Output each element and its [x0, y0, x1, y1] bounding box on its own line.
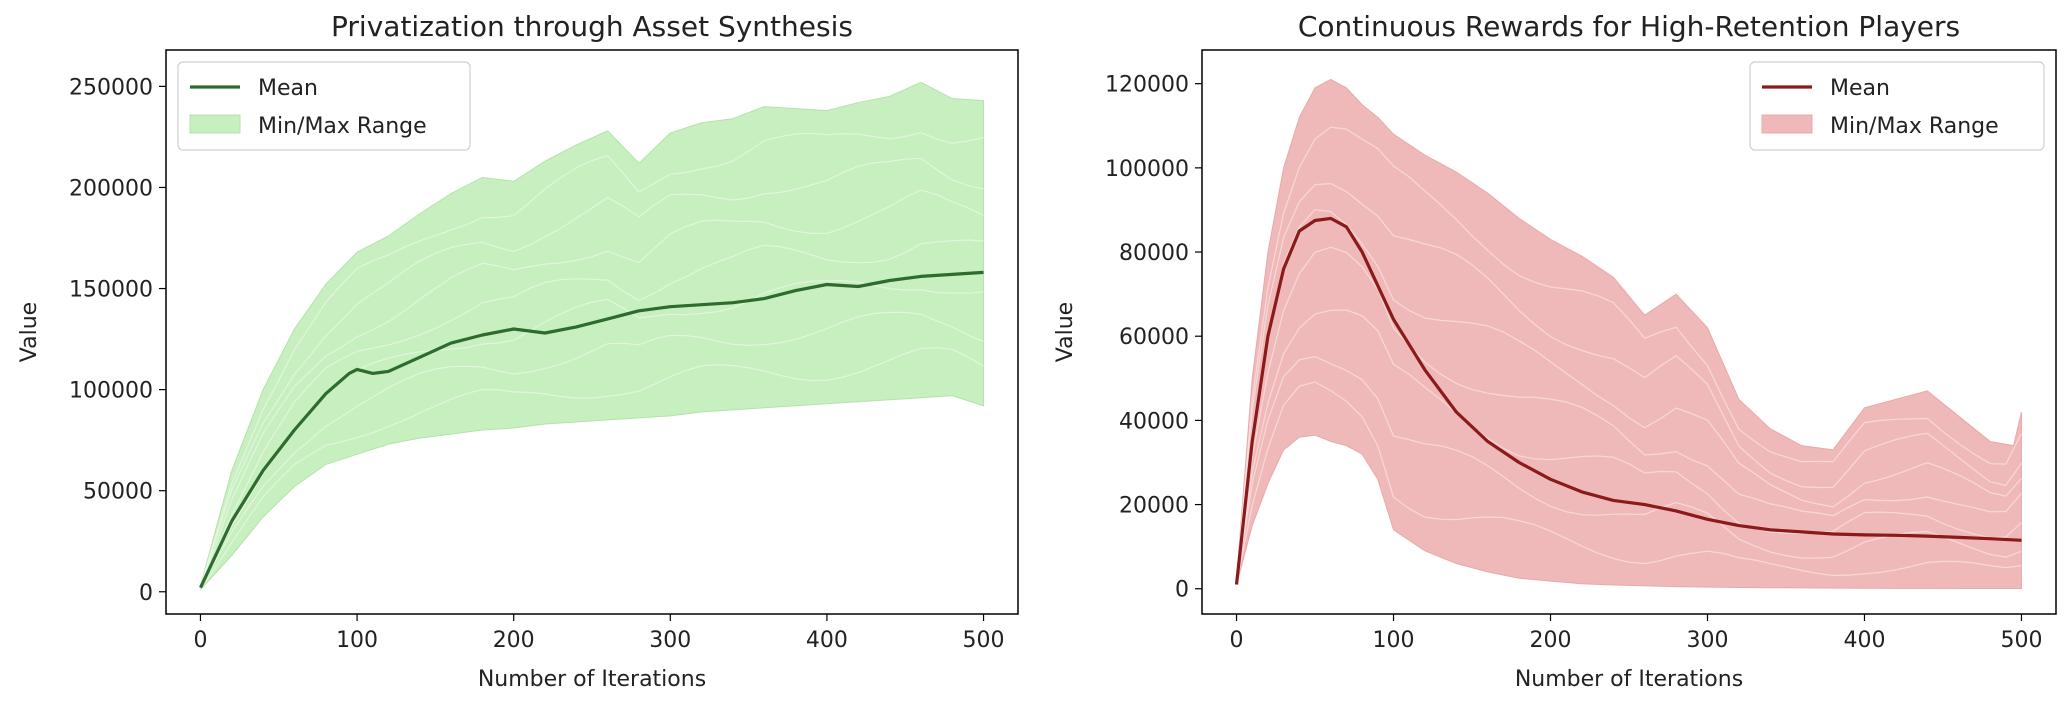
y-tick-label: 60000	[1119, 325, 1189, 350]
legend: Mean Min/Max Range	[177, 61, 471, 151]
legend: Mean Min/Max Range	[1749, 61, 2045, 151]
y-tick-label: 80000	[1119, 241, 1189, 266]
y-tick-label: 100000	[1105, 157, 1189, 182]
run-line	[1235, 246, 2022, 583]
y-tick-label: 0	[139, 581, 153, 606]
chart-title: Privatization through Asset Synthesis	[331, 10, 853, 43]
mean-layer	[1234, 216, 2022, 585]
legend-mean-label: Mean	[1830, 76, 1890, 101]
x-tick-label: 100	[336, 628, 378, 653]
mean-line	[199, 270, 984, 589]
x-tick-label: 300	[1686, 628, 1728, 653]
x-axis-label: Number of Iterations	[1515, 667, 1743, 692]
run-line	[1235, 126, 2023, 581]
x-tick-label: 500	[963, 628, 1005, 653]
x-tick-label: 100	[1373, 628, 1415, 653]
run-line	[1235, 209, 2022, 582]
y-tick-label: 40000	[1119, 409, 1189, 434]
x-axis-label: Number of Iterations	[478, 667, 706, 692]
y-tick-label: 200000	[69, 176, 153, 201]
y-axis-ticks: 0 50000 100000 150000 200000 250000	[69, 75, 166, 606]
run-line	[199, 157, 984, 587]
x-tick-label: 200	[493, 628, 535, 653]
y-tick-label: 120000	[1105, 73, 1189, 98]
legend-range-swatch	[1761, 114, 1813, 134]
legend-range-swatch	[189, 114, 241, 134]
mean-line	[1234, 216, 2022, 585]
run-line	[199, 189, 984, 588]
x-tick-label: 0	[193, 628, 207, 653]
min-max-band	[199, 81, 985, 592]
y-axis-label: Value	[17, 302, 42, 362]
y-axis-ticks: 0 20000 40000 60000 80000 100000 120000	[1105, 73, 1202, 603]
run-line	[1235, 182, 2022, 582]
chart-title: Continuous Rewards for High-Retention Pl…	[1298, 10, 1960, 43]
x-tick-label: 400	[806, 628, 848, 653]
chart-privatization: 0 100 200 300 400 500 0 50000 100000 150000 20000…	[17, 10, 1019, 692]
run-line	[1235, 381, 2022, 585]
run-line	[200, 347, 984, 590]
y-tick-label: 150000	[69, 278, 153, 303]
band-layer	[199, 81, 985, 592]
min-max-band	[1236, 78, 2022, 590]
y-tick-label: 0	[1175, 578, 1189, 603]
x-axis-ticks: 0 100 200 300 400 500	[193, 614, 1005, 653]
band-layer	[1235, 78, 2023, 590]
run-line	[199, 131, 984, 587]
x-axis-ticks: 0 100 200 300 400 500	[1230, 614, 2042, 653]
run-line	[1235, 309, 2022, 584]
x-tick-label: 400	[1843, 628, 1885, 653]
x-tick-label: 0	[1230, 628, 1244, 653]
legend-range-label: Min/Max Range	[1830, 114, 1999, 139]
plot-frame	[165, 49, 1019, 615]
run-line	[199, 311, 984, 589]
legend-box	[177, 61, 471, 151]
x-tick-label: 200	[1530, 628, 1572, 653]
y-tick-label: 100000	[69, 379, 153, 404]
y-axis-label: Value	[1053, 302, 1078, 362]
y-tick-label: 50000	[83, 480, 153, 505]
x-tick-label: 500	[2000, 628, 2042, 653]
x-tick-label: 300	[649, 628, 691, 653]
legend-box	[1749, 61, 2045, 151]
legend-range-label: Min/Max Range	[258, 114, 427, 139]
y-tick-label: 20000	[1119, 494, 1189, 519]
plot-frame	[1201, 49, 2057, 615]
chart-continuous-rewards: 0 100 200 300 400 500 0 20000 40000 60000 80000 10…	[1053, 10, 2057, 692]
run-line	[199, 239, 984, 589]
mean-layer	[199, 270, 984, 589]
individual-runs	[199, 131, 984, 590]
legend-mean-label: Mean	[258, 76, 318, 101]
y-tick-label: 250000	[69, 75, 153, 100]
individual-runs	[1235, 126, 2023, 585]
